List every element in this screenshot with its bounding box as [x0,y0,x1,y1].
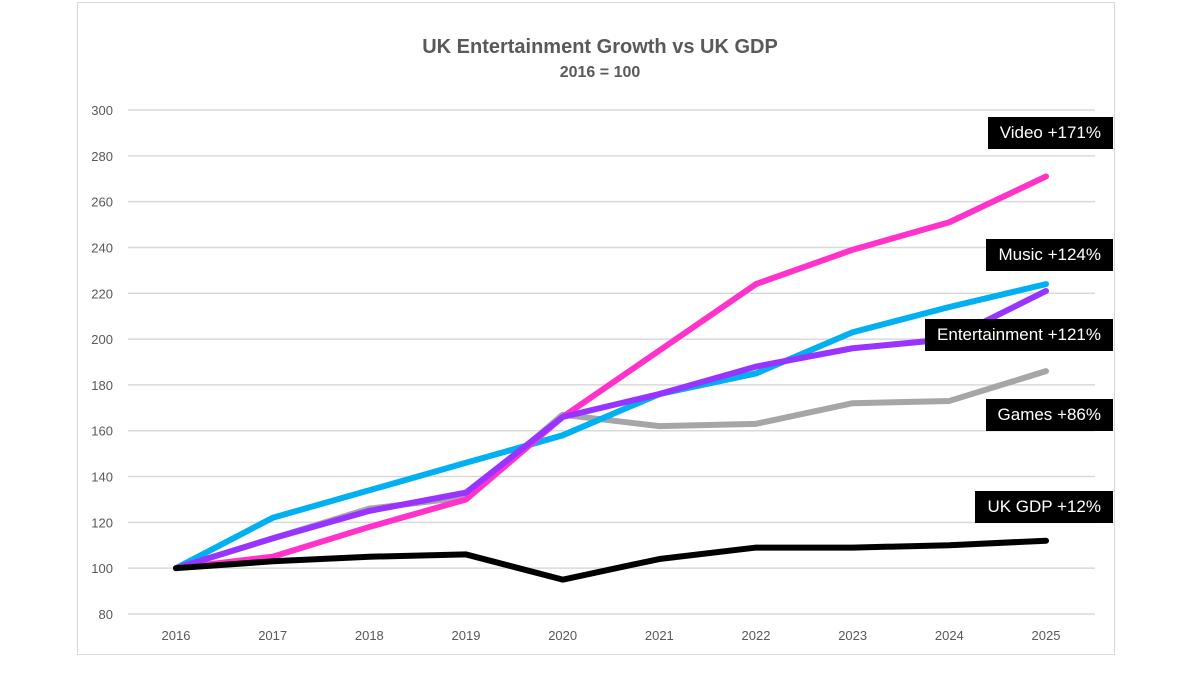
x-tick-label: 2019 [452,628,481,643]
x-tick-label: 2023 [838,628,867,643]
series-line-uk [173,537,1049,583]
y-tick-label: 100 [91,561,113,576]
y-tick-label: 260 [91,195,113,210]
x-tick-label: 2025 [1032,628,1061,643]
series-line-video [173,173,1049,572]
series-label-uk: UK GDP +12% [975,491,1113,523]
x-tick-label: 2024 [935,628,964,643]
y-tick-label: 200 [91,332,113,347]
series-line-music [173,281,1049,572]
x-tick-label: 2017 [258,628,287,643]
series-label-games: Games +86% [985,399,1113,431]
x-tick-label: 2018 [355,628,384,643]
y-tick-label: 180 [91,378,113,393]
series-line-entertainment [173,287,1049,572]
series-line-games [173,368,1049,572]
series-label-entertainment: Entertainment +121% [925,319,1113,351]
y-tick-label: 280 [91,149,113,164]
y-tick-label: 120 [91,515,113,530]
x-tick-label: 2022 [742,628,771,643]
series-label-music: Music +124% [986,239,1113,271]
y-tick-label: 240 [91,240,113,255]
y-tick-label: 300 [91,103,113,118]
y-tick-label: 80 [99,607,113,622]
chart-title: UK Entertainment Growth vs UK GDP [422,36,778,58]
chart-frame [77,2,1115,655]
chart-subtitle: 2016 = 100 [559,64,641,81]
y-tick-label: 160 [91,424,113,439]
x-tick-label: 2020 [548,628,577,643]
x-tick-label: 2016 [162,628,191,643]
x-tick-label: 2021 [645,628,674,643]
y-tick-label: 220 [91,286,113,301]
series-label-video: Video +171% [987,117,1113,149]
y-tick-label: 140 [91,470,113,485]
